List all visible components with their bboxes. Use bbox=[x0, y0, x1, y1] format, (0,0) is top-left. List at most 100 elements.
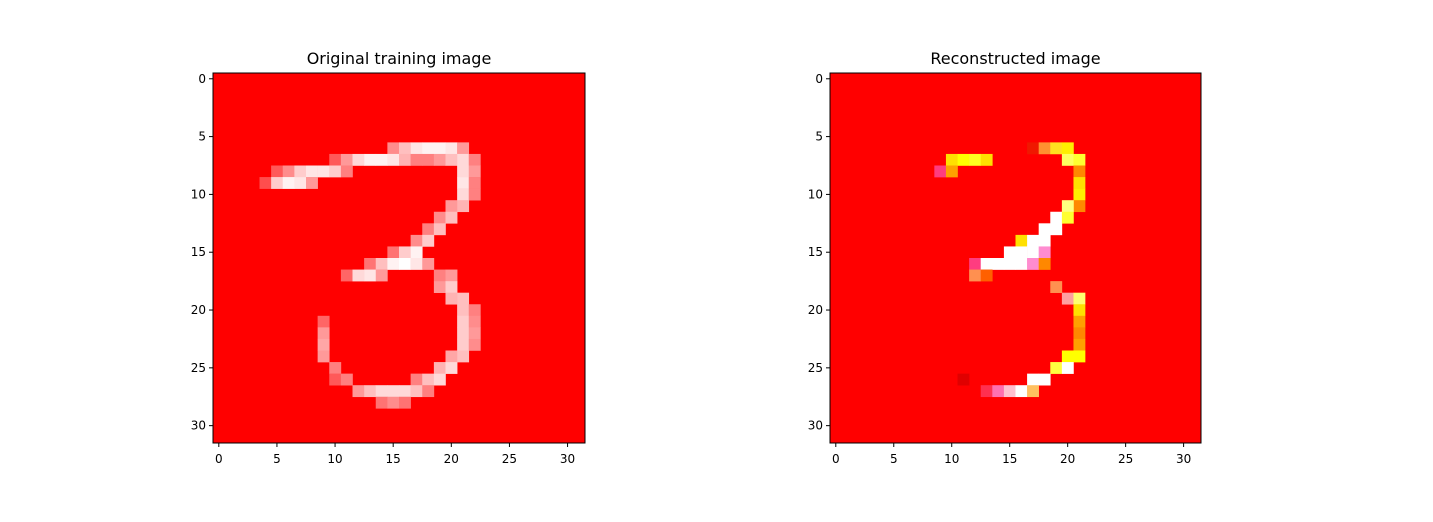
x-tick-label: 30 bbox=[560, 452, 575, 466]
pixel-cell bbox=[969, 258, 982, 270]
original-image-frame bbox=[212, 72, 586, 444]
pixel-cell bbox=[957, 373, 970, 386]
reconstructed-image-frame bbox=[829, 72, 1202, 444]
pixel-cell bbox=[410, 234, 423, 247]
pixel-cell bbox=[1038, 234, 1051, 247]
pixel-cell bbox=[375, 258, 388, 270]
pixel-cell bbox=[468, 188, 481, 201]
pixel-cell bbox=[445, 153, 458, 166]
pixel-cell bbox=[387, 153, 400, 166]
pixel-cell bbox=[433, 281, 446, 293]
pixel-cell bbox=[457, 177, 470, 189]
x-tick-label: 30 bbox=[1176, 452, 1191, 466]
pixel-cell bbox=[457, 142, 470, 155]
pixel-cell bbox=[468, 153, 481, 166]
pixel-cell bbox=[1050, 223, 1063, 236]
pixel-cell bbox=[1061, 350, 1074, 363]
pixel-cell bbox=[1073, 292, 1086, 305]
pixel-cell bbox=[433, 269, 446, 282]
pixel-cell bbox=[1027, 246, 1039, 259]
pixel-cell bbox=[410, 153, 423, 166]
pixel-cell bbox=[271, 177, 284, 189]
y-tick-label: 20 bbox=[191, 303, 206, 317]
y-tick-label: 20 bbox=[808, 303, 823, 317]
pixel-cell bbox=[399, 385, 411, 398]
pixel-cell bbox=[445, 350, 458, 363]
pixel-cell bbox=[1015, 385, 1028, 398]
pixel-cell bbox=[980, 269, 993, 282]
pixel-cell bbox=[1027, 142, 1039, 155]
pixel-cell bbox=[375, 396, 388, 409]
y-tick-label: 25 bbox=[191, 361, 206, 375]
y-tick-label: 0 bbox=[198, 72, 206, 86]
pixel-cell bbox=[306, 177, 318, 189]
pixel-cell bbox=[329, 373, 342, 386]
pixel-cell bbox=[1050, 142, 1063, 155]
y-tick-label: 15 bbox=[191, 245, 206, 259]
x-tick-label: 10 bbox=[327, 452, 342, 466]
pixel-cell bbox=[433, 362, 446, 374]
pixel-cell bbox=[969, 269, 982, 282]
pixel-cell bbox=[1061, 200, 1074, 213]
pixel-cell bbox=[422, 142, 435, 155]
pixel-cell bbox=[399, 396, 411, 409]
pixel-cell bbox=[980, 258, 993, 270]
y-tick-label: 25 bbox=[808, 361, 823, 375]
pixel-cell bbox=[340, 269, 353, 282]
pixel-cell bbox=[445, 292, 458, 305]
y-tick-label: 10 bbox=[808, 187, 823, 201]
pixel-cell bbox=[375, 269, 388, 282]
pixel-cell bbox=[433, 211, 446, 224]
pixel-cell bbox=[294, 177, 307, 189]
pixel-cell bbox=[271, 165, 284, 178]
pixel-cell bbox=[468, 315, 481, 328]
x-tick-label: 0 bbox=[215, 452, 223, 466]
y-tick-label: 5 bbox=[815, 130, 823, 144]
pixel-cell bbox=[422, 153, 435, 166]
pixel-cell bbox=[1073, 315, 1086, 328]
pixel-cell bbox=[457, 188, 470, 201]
pixel-cell bbox=[433, 223, 446, 236]
pixel-cell bbox=[980, 153, 993, 166]
pixel-cell bbox=[387, 385, 400, 398]
x-tick-label: 5 bbox=[890, 452, 898, 466]
pixel-cell bbox=[387, 396, 400, 409]
pixel-cell bbox=[980, 385, 993, 398]
x-tick-label: 25 bbox=[502, 452, 517, 466]
pixel-cell bbox=[317, 315, 330, 328]
reconstructed-image-pixels bbox=[934, 142, 1086, 398]
pixel-cell bbox=[422, 373, 435, 386]
pixel-cell bbox=[422, 385, 435, 398]
pixel-cell bbox=[1073, 188, 1086, 201]
pixel-cell bbox=[1015, 234, 1028, 247]
pixel-cell bbox=[445, 281, 458, 293]
y-tick-label: 30 bbox=[191, 419, 206, 433]
pixel-cell bbox=[1027, 373, 1039, 386]
pixel-cell bbox=[1061, 292, 1074, 305]
pixel-cell bbox=[1061, 211, 1074, 224]
pixel-cell bbox=[957, 153, 970, 166]
pixel-cell bbox=[1073, 304, 1086, 317]
pixel-cell bbox=[1050, 281, 1063, 293]
x-tick-label: 20 bbox=[1060, 452, 1075, 466]
pixel-cell bbox=[282, 177, 295, 189]
pixel-cell bbox=[1038, 223, 1051, 236]
pixel-cell bbox=[945, 153, 958, 166]
pixel-cell bbox=[468, 338, 481, 351]
pixel-cell bbox=[352, 269, 365, 282]
pixel-cell bbox=[1050, 362, 1063, 374]
pixel-cell bbox=[317, 338, 330, 351]
pixel-cell bbox=[410, 373, 423, 386]
pixel-cell bbox=[1038, 258, 1051, 270]
pixel-cell bbox=[375, 385, 388, 398]
pixel-cell bbox=[340, 165, 353, 178]
pixel-cell bbox=[934, 165, 947, 178]
pixel-cell bbox=[457, 327, 470, 340]
x-tick-label: 5 bbox=[273, 452, 281, 466]
pixel-cell bbox=[457, 200, 470, 213]
pixel-cell bbox=[1061, 142, 1074, 155]
pixel-cell bbox=[1038, 246, 1051, 259]
x-tick-label: 20 bbox=[444, 452, 459, 466]
pixel-cell bbox=[1038, 142, 1051, 155]
pixel-cell bbox=[433, 142, 446, 155]
